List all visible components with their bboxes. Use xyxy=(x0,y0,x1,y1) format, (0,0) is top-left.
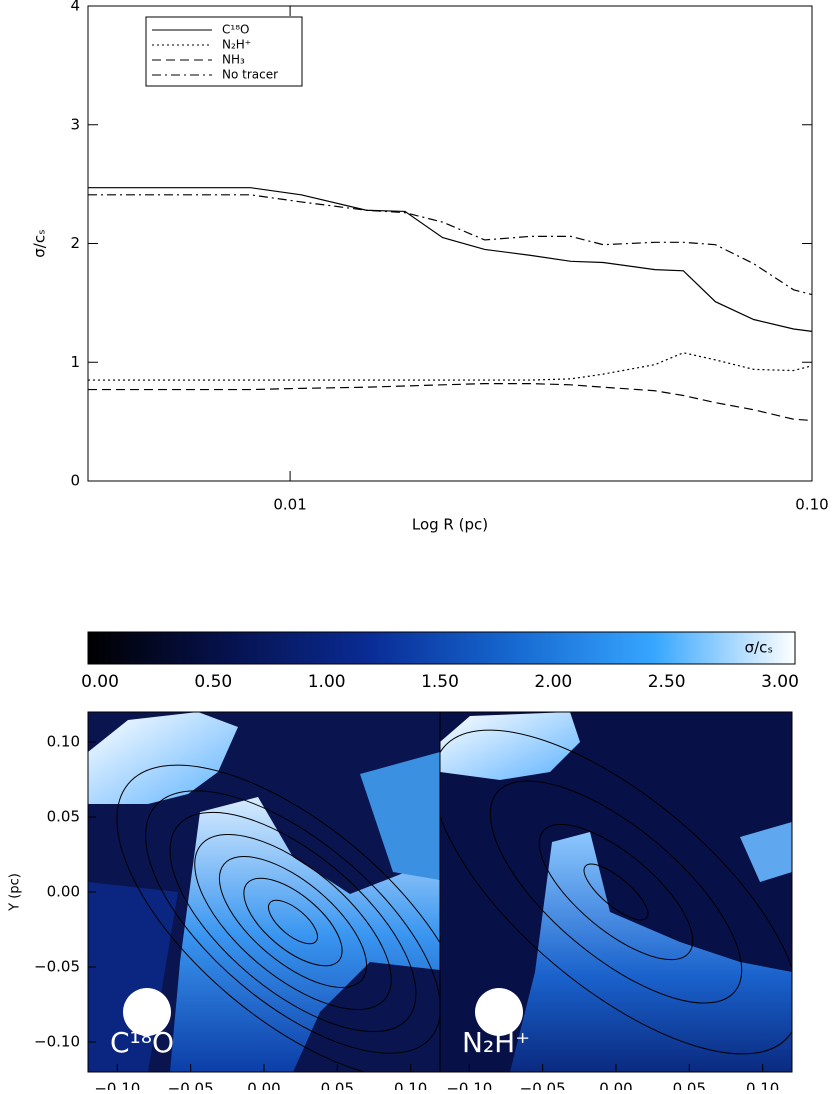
y-tick-label: 0.05 xyxy=(47,808,80,826)
x-tick-label: −0.10 xyxy=(94,1080,140,1091)
y-tick-label: 0.10 xyxy=(47,733,80,751)
panel-label: N₂H⁺ xyxy=(462,1026,530,1059)
legend-label: N₂H⁺ xyxy=(222,38,251,52)
colorbar-tick-label: 3.00 xyxy=(761,672,799,692)
x-tick-label: 0.01 xyxy=(273,496,306,514)
data-line xyxy=(88,383,813,422)
x-axis-label: Log R (pc) xyxy=(412,516,488,534)
legend-label: C¹⁸O xyxy=(222,23,249,37)
x-tick-label: −0.05 xyxy=(520,1080,566,1091)
colorbar-tick-label: 2.00 xyxy=(534,672,572,692)
legend-label: NH₃ xyxy=(222,53,245,67)
y-tick-label: 0.00 xyxy=(47,883,80,901)
data-line xyxy=(88,352,813,381)
y-tick-label: 2 xyxy=(70,234,80,252)
x-tick-label: −0.10 xyxy=(446,1080,492,1091)
colorbar-tick-label: 2.50 xyxy=(648,672,686,692)
y-tick-label: −0.10 xyxy=(34,1033,80,1051)
x-tick-label: 0.05 xyxy=(673,1080,706,1091)
data-line xyxy=(88,187,813,332)
x-tick-label: −0.05 xyxy=(168,1080,214,1091)
x-tick-label: 0.00 xyxy=(599,1080,632,1091)
map-panel xyxy=(383,675,833,1090)
y-tick-label: 1 xyxy=(70,353,80,371)
y-tick-label: 3 xyxy=(70,115,80,133)
y-tick-label: −0.05 xyxy=(34,958,80,976)
x-tick-label: 0.05 xyxy=(321,1080,354,1091)
colorbar-tick-label: 0.00 xyxy=(81,672,119,692)
x-tick-label: 0.10 xyxy=(746,1080,779,1091)
x-tick-label: 0.10 xyxy=(795,496,828,514)
panel-label: C¹⁸O xyxy=(110,1026,174,1059)
y-axis-label: σ/cₛ xyxy=(31,229,49,257)
data-line xyxy=(88,194,813,296)
colorbar-tick-label: 1.50 xyxy=(421,672,459,692)
legend-label: No tracer xyxy=(222,68,278,82)
colorbar-label: σ/cₛ xyxy=(745,639,773,657)
x-tick-label: 0.10 xyxy=(394,1080,427,1091)
x-tick-label: 0.00 xyxy=(247,1080,280,1091)
colorbar xyxy=(87,631,796,665)
y-tick-label: 4 xyxy=(70,0,80,15)
y-axis-label: Y (pc) xyxy=(8,873,23,912)
y-tick-label: 0 xyxy=(70,472,80,490)
colorbar-tick-label: 0.50 xyxy=(194,672,232,692)
colorbar-tick-label: 1.00 xyxy=(308,672,346,692)
